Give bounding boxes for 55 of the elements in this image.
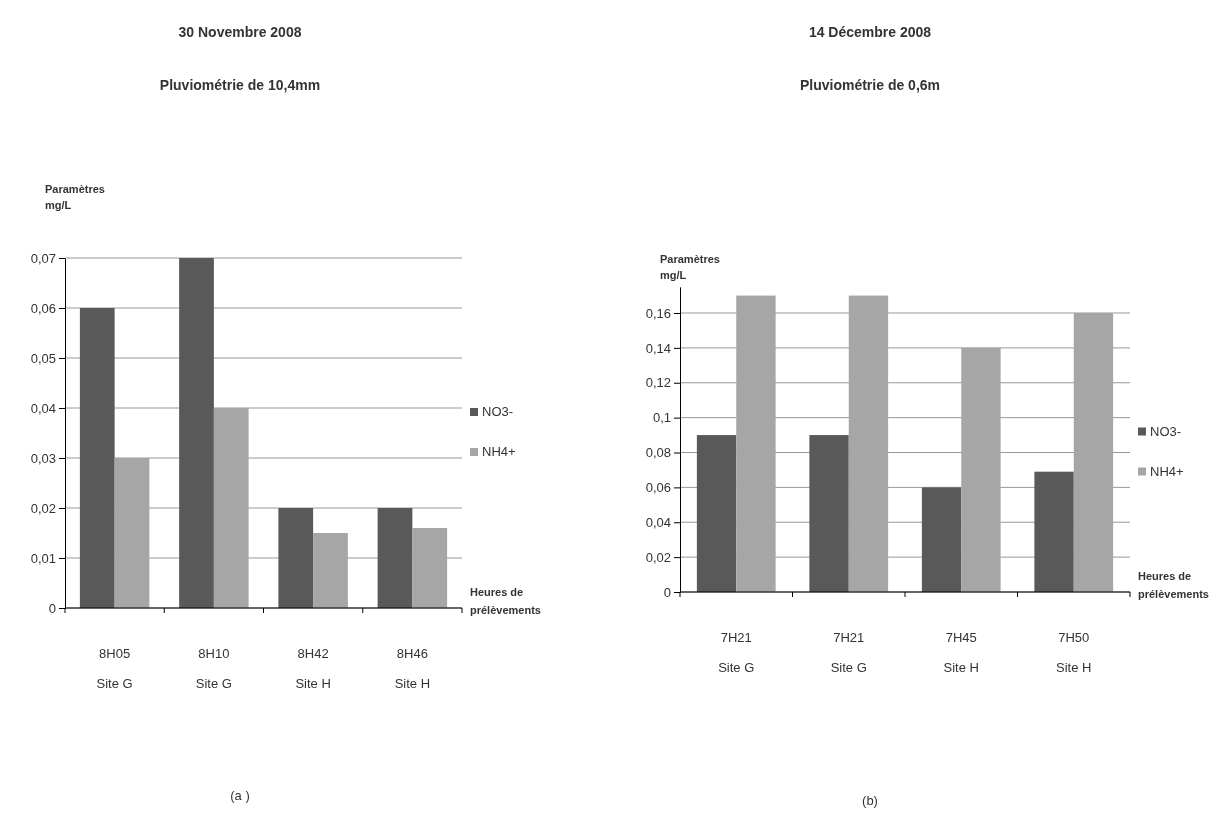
y-tick-label: 0,16 — [645, 305, 671, 321]
chart-subtitle: Pluviométrie de 10,4mm — [159, 77, 321, 93]
bar — [1073, 313, 1114, 592]
bar — [79, 308, 115, 608]
bar — [696, 435, 737, 592]
bar — [114, 458, 150, 608]
y-tick-label: 0,06 — [645, 480, 671, 496]
x-tick-label: 8H05 Site G — [96, 646, 133, 691]
bar — [213, 408, 249, 608]
bar — [921, 487, 962, 592]
y-tick-label: 0,08 — [645, 445, 671, 461]
y-tick-label: 0,01 — [30, 550, 56, 566]
bar — [961, 347, 1001, 592]
legend-label: NO3- — [482, 404, 514, 419]
x-axis-title: Heures de prélèvements — [470, 586, 541, 616]
y-tick-label: 0 — [663, 584, 671, 600]
x-tick-label: 7H21 Site G — [830, 630, 867, 675]
bar — [848, 295, 889, 592]
x-tick-label: 8H46 Site H — [394, 646, 431, 691]
bar — [736, 295, 776, 592]
y-tick-label: 0,14 — [645, 340, 671, 356]
y-tick-label: 0,04 — [645, 514, 671, 530]
y-tick-label: 0,05 — [30, 350, 56, 366]
x-tick-label: 7H21 Site G — [718, 630, 755, 675]
legend-label: NH4+ — [1150, 463, 1184, 479]
y-tick-label: 0 — [48, 600, 56, 616]
x-axis-title: Heures de prélèvements — [1138, 570, 1209, 600]
y-tick-label: 0,02 — [30, 500, 56, 516]
bar — [179, 258, 214, 608]
bar — [809, 435, 849, 592]
text: (a ) — [230, 788, 250, 803]
y-tick-label: 0,1 — [652, 410, 671, 426]
chart-title: 14 Décembre 2008 — [808, 24, 932, 40]
bar — [278, 508, 314, 608]
y-axis-title: Paramètres mg/L — [660, 253, 720, 281]
bar — [412, 528, 448, 608]
y-tick-label: 0,04 — [30, 400, 56, 416]
y-axis-title: Paramètres mg/L — [45, 183, 105, 211]
chart-title: 30 Novembre 2008 — [178, 24, 302, 40]
y-tick-label: 0,12 — [645, 375, 671, 391]
x-tick-label: 7H45 Site H — [943, 630, 979, 675]
bar — [313, 533, 348, 608]
legend-label: NO3- — [1150, 423, 1182, 439]
y-tick-label: 0,06 — [30, 300, 56, 316]
y-tick-label: 0,02 — [645, 549, 671, 565]
text: (b) — [862, 793, 878, 808]
bar — [1034, 471, 1074, 592]
x-tick-label: 8H10 Site G — [195, 646, 232, 691]
y-tick-label: 0,03 — [30, 450, 56, 466]
y-tick-label: 0,07 — [30, 250, 56, 266]
bar — [377, 508, 413, 608]
x-tick-label: 8H42 Site H — [295, 646, 331, 691]
chart-subtitle: Pluviométrie de 0,6m — [799, 77, 941, 93]
x-tick-label: 7H50 Site H — [1056, 630, 1092, 675]
legend-label: NH4+ — [482, 444, 516, 459]
